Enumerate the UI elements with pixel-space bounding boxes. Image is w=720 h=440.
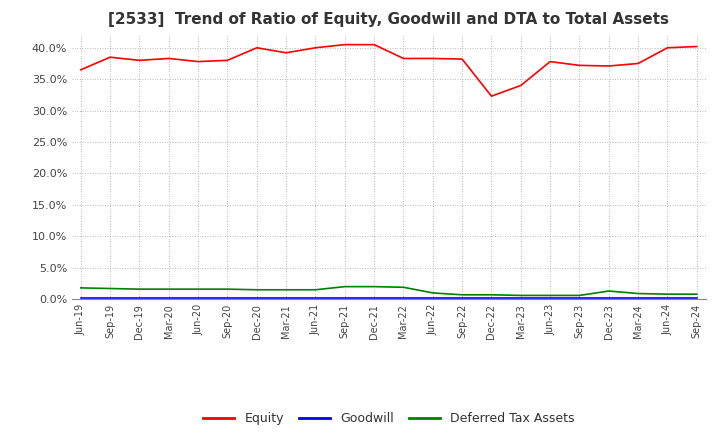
Deferred Tax Assets [575, 293, 584, 298]
Goodwill [253, 295, 261, 301]
Equity [458, 56, 467, 62]
Goodwill [399, 295, 408, 301]
Deferred Tax Assets [693, 292, 701, 297]
Equity [106, 55, 114, 60]
Deferred Tax Assets [605, 288, 613, 293]
Deferred Tax Assets [194, 286, 202, 292]
Goodwill [428, 295, 437, 301]
Equity [135, 58, 144, 63]
Goodwill [164, 295, 173, 301]
Goodwill [634, 295, 642, 301]
Goodwill [663, 295, 672, 301]
Deferred Tax Assets [106, 286, 114, 291]
Legend: Equity, Goodwill, Deferred Tax Assets: Equity, Goodwill, Deferred Tax Assets [198, 407, 580, 430]
Equity [428, 56, 437, 61]
Goodwill [487, 295, 496, 301]
Goodwill [693, 295, 701, 301]
Deferred Tax Assets [458, 292, 467, 297]
Goodwill [458, 295, 467, 301]
Equity [223, 58, 232, 63]
Equity [164, 56, 173, 61]
Equity [76, 67, 85, 73]
Equity [575, 63, 584, 68]
Equity [399, 56, 408, 61]
Goodwill [546, 295, 554, 301]
Deferred Tax Assets [546, 293, 554, 298]
Deferred Tax Assets [663, 292, 672, 297]
Deferred Tax Assets [311, 287, 320, 293]
Deferred Tax Assets [164, 286, 173, 292]
Deferred Tax Assets [282, 287, 290, 293]
Line: Deferred Tax Assets: Deferred Tax Assets [81, 286, 697, 295]
Goodwill [106, 295, 114, 301]
Title: [2533]  Trend of Ratio of Equity, Goodwill and DTA to Total Assets: [2533] Trend of Ratio of Equity, Goodwil… [108, 12, 670, 27]
Goodwill [575, 295, 584, 301]
Goodwill [311, 295, 320, 301]
Equity [253, 45, 261, 51]
Equity [282, 50, 290, 55]
Equity [194, 59, 202, 64]
Equity [605, 63, 613, 69]
Deferred Tax Assets [516, 293, 525, 298]
Goodwill [194, 295, 202, 301]
Deferred Tax Assets [370, 284, 379, 289]
Goodwill [76, 295, 85, 301]
Deferred Tax Assets [253, 287, 261, 293]
Equity [663, 45, 672, 51]
Deferred Tax Assets [634, 291, 642, 296]
Equity [311, 45, 320, 51]
Equity [370, 42, 379, 47]
Deferred Tax Assets [428, 290, 437, 296]
Line: Equity: Equity [81, 44, 697, 96]
Goodwill [282, 295, 290, 301]
Goodwill [223, 295, 232, 301]
Goodwill [341, 295, 349, 301]
Deferred Tax Assets [487, 292, 496, 297]
Goodwill [605, 295, 613, 301]
Deferred Tax Assets [76, 285, 85, 290]
Equity [634, 61, 642, 66]
Deferred Tax Assets [341, 284, 349, 289]
Deferred Tax Assets [135, 286, 144, 292]
Equity [487, 94, 496, 99]
Goodwill [516, 295, 525, 301]
Goodwill [135, 295, 144, 301]
Equity [341, 42, 349, 47]
Goodwill [370, 295, 379, 301]
Deferred Tax Assets [223, 286, 232, 292]
Deferred Tax Assets [399, 285, 408, 290]
Equity [546, 59, 554, 64]
Equity [516, 83, 525, 88]
Equity [693, 44, 701, 49]
